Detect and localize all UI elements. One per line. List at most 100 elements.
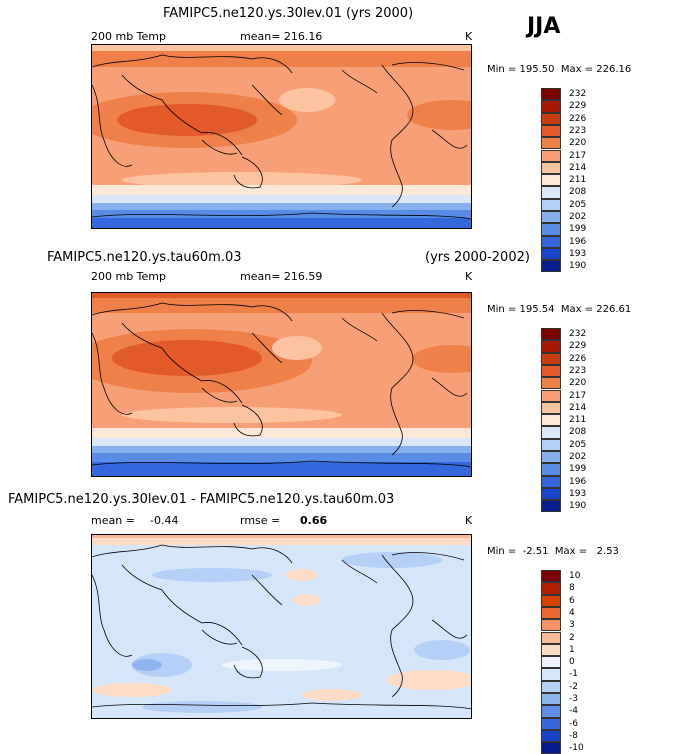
legend-swatch xyxy=(541,451,561,464)
panel2-mean: mean= 216.59 xyxy=(240,270,323,283)
panel3-map-svg xyxy=(92,535,471,718)
legend-swatch xyxy=(541,149,561,162)
legend-label: -2 xyxy=(569,681,578,692)
legend-label: -8 xyxy=(569,730,578,741)
legend-swatch xyxy=(541,88,561,101)
coastlines xyxy=(92,54,471,220)
legend-swatch xyxy=(541,606,561,620)
legend-swatch xyxy=(541,328,561,341)
legend-label: 193 xyxy=(569,248,587,259)
panel3-mean-label: mean = xyxy=(91,514,135,527)
legend-swatch xyxy=(541,260,561,273)
panel2-units: K xyxy=(465,270,473,283)
legend-swatch xyxy=(541,475,561,488)
legend-label: 220 xyxy=(569,378,587,389)
legend-label: 193 xyxy=(569,488,587,499)
legend-label: 226 xyxy=(569,113,587,124)
legend-label: 199 xyxy=(569,464,587,475)
panel3-units: K xyxy=(465,514,473,527)
legend-label: 223 xyxy=(569,125,587,136)
legend-swatch xyxy=(541,619,561,632)
legend-swatch xyxy=(541,438,561,451)
panel2-map-svg xyxy=(92,293,471,476)
legend-swatch xyxy=(541,161,561,175)
legend-swatch xyxy=(541,729,561,743)
legend-swatch xyxy=(541,100,561,113)
legend-label: 220 xyxy=(569,138,587,149)
panel3-map xyxy=(91,534,472,719)
legend-swatch xyxy=(541,570,561,583)
panel1-map xyxy=(91,44,472,229)
legend-label: 190 xyxy=(569,261,587,272)
legend-label: -4 xyxy=(569,706,578,717)
legend-swatch xyxy=(541,582,561,595)
legend-label: 217 xyxy=(569,150,587,161)
legend-swatch xyxy=(541,414,561,427)
legend-label: 205 xyxy=(569,439,587,450)
legend-label: 4 xyxy=(569,607,575,618)
legend-swatch xyxy=(541,463,561,476)
legend-swatch xyxy=(541,742,561,754)
legend-label: 2 xyxy=(569,632,575,643)
legend-swatch xyxy=(541,717,561,730)
panel1-variable: 200 mb Temp xyxy=(91,30,167,43)
legend-swatch xyxy=(541,137,561,150)
panel1-title: FAMIPC5.ne120.ys.30lev.01 (yrs 2000) xyxy=(163,6,414,21)
legend-swatch xyxy=(541,340,561,353)
legend-swatch xyxy=(541,705,561,718)
legend-label: 196 xyxy=(569,476,587,487)
legend-label: 10 xyxy=(569,571,581,581)
legend-swatch xyxy=(541,377,561,390)
legend-label: 199 xyxy=(569,224,587,235)
legend-label: 3 xyxy=(569,620,575,631)
legend-label: 232 xyxy=(569,329,587,339)
legend-label: 229 xyxy=(569,341,587,352)
legend-label: -6 xyxy=(569,718,578,729)
legend-swatch xyxy=(541,693,561,706)
legend-label: 190 xyxy=(569,501,587,512)
legend-swatch xyxy=(541,487,561,501)
legend-swatch xyxy=(541,198,561,211)
coastlines xyxy=(92,544,471,710)
legend-label: 208 xyxy=(569,187,587,198)
legend-label: 214 xyxy=(569,402,587,413)
legend-label: 217 xyxy=(569,390,587,401)
legend-label: 8 xyxy=(569,583,575,594)
legend-swatch xyxy=(541,426,561,439)
legend-label: -1 xyxy=(569,669,578,680)
panel2-title-left: FAMIPC5.ne120.ys.tau60m.03 xyxy=(47,250,242,265)
legend-swatch xyxy=(541,223,561,236)
legend-swatch xyxy=(541,668,561,681)
legend-label: -10 xyxy=(569,743,584,754)
legend-swatch xyxy=(541,124,561,138)
legend-label: 196 xyxy=(569,236,587,247)
legend-swatch xyxy=(541,186,561,199)
panel2-title-right: (yrs 2000-2002) xyxy=(425,250,530,265)
legend-swatch xyxy=(541,680,561,693)
legend-swatch xyxy=(541,401,561,415)
legend-swatch xyxy=(541,112,561,125)
legend-label: 229 xyxy=(569,101,587,112)
season-label: JJA xyxy=(527,14,561,39)
panel2-variable: 200 mb Temp xyxy=(91,270,167,283)
legend-swatch xyxy=(541,174,561,187)
panel2-minmax: Min = 195.54 Max = 226.61 xyxy=(487,304,632,315)
legend-swatch xyxy=(541,500,561,513)
legend-swatch xyxy=(541,656,561,669)
panel3-minmax: Min = -2.51 Max = 2.53 xyxy=(487,546,619,557)
panel3-rmse-label: rmse = xyxy=(240,514,281,527)
panel1-map-svg xyxy=(92,45,471,228)
legend-swatch xyxy=(541,643,561,657)
coastlines xyxy=(92,302,471,468)
legend-swatch xyxy=(541,352,561,365)
legend-label: 205 xyxy=(569,199,587,210)
legend-swatch xyxy=(541,247,561,261)
legend-label: 214 xyxy=(569,162,587,173)
legend-label: 211 xyxy=(569,175,587,186)
legend-label: 202 xyxy=(569,452,587,462)
legend-swatch xyxy=(541,364,561,378)
legend-label: 202 xyxy=(569,212,587,222)
legend-label: 226 xyxy=(569,353,587,364)
panel1-units: K xyxy=(465,30,473,43)
panel1-mean: mean= 216.16 xyxy=(240,30,323,43)
